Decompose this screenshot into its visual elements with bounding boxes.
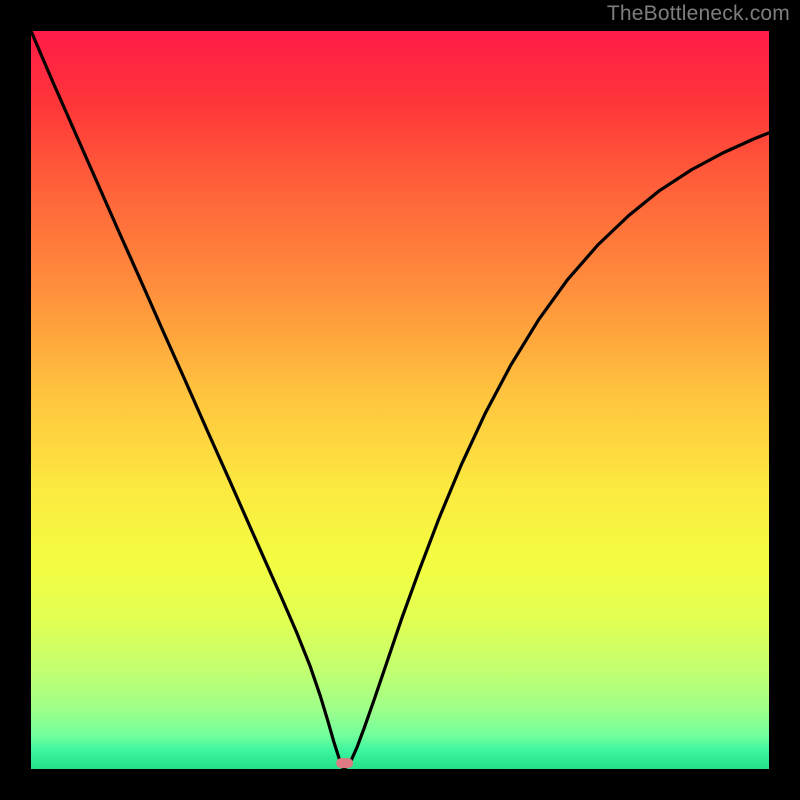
watermark-text: TheBottleneck.com — [607, 2, 790, 26]
gradient-background — [31, 31, 769, 769]
plot-area — [31, 31, 769, 769]
chart-frame: TheBottleneck.com — [0, 0, 800, 800]
minimum-marker — [336, 758, 353, 768]
